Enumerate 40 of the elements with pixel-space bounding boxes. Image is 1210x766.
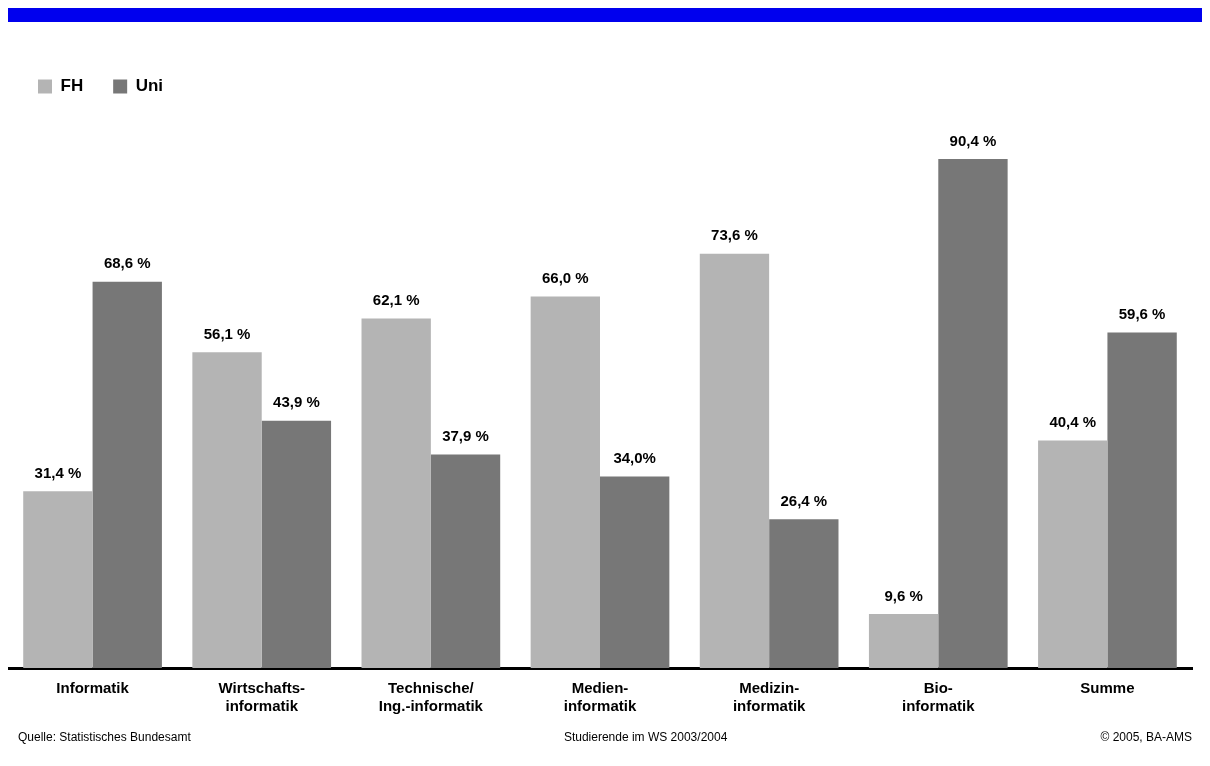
x-tick-label: Technische/ Ing.-informatik	[378, 679, 484, 715]
x-tick-label: Medien- informatik	[563, 679, 637, 715]
bar	[699, 253, 770, 668]
bar	[1038, 440, 1108, 668]
x-tick-label: Summe	[1080, 679, 1135, 697]
legend-label: Uni	[135, 76, 164, 96]
data-label: 37,9 %	[442, 427, 489, 445]
legend-label: FH	[60, 76, 84, 96]
data-label: 31,4 %	[34, 463, 82, 481]
data-label: 59,6 %	[1118, 305, 1166, 323]
text: Studierende im WS 2003/2004	[563, 730, 728, 744]
bar	[192, 352, 262, 668]
bar	[23, 491, 93, 668]
data-label: 68,6 %	[103, 254, 151, 272]
data-label: 90,4 %	[949, 131, 997, 149]
bar	[868, 613, 939, 668]
bar	[769, 519, 839, 668]
data-label: 43,9 %	[273, 393, 320, 411]
bar	[938, 159, 1008, 668]
bar	[1107, 332, 1177, 668]
source-note: Quelle: Statistisches Bundesamt	[18, 730, 191, 744]
bar	[530, 296, 600, 668]
data-label: 62,1 %	[372, 291, 420, 309]
bar	[261, 420, 332, 668]
text: © 2005, BA-AMS	[1100, 730, 1192, 744]
x-tick-label: Wirtschafts- informatik	[218, 679, 305, 715]
data-label: 66,0 %	[541, 269, 589, 287]
data-label: 40,4 %	[1049, 413, 1097, 431]
data-label: 56,1 %	[203, 324, 251, 342]
bar	[600, 476, 670, 668]
data-label: 9,6 %	[884, 586, 923, 604]
bar	[361, 318, 431, 668]
x-tick-label: Medizin- informatik	[732, 679, 807, 715]
data-label: 73,6 %	[711, 226, 758, 244]
data-label: 34,0%	[613, 449, 656, 467]
x-tick-label: Bio- informatik	[902, 679, 976, 715]
x-tick-label: Informatik	[56, 679, 130, 697]
data-label: 26,4 %	[780, 492, 828, 510]
bar	[92, 281, 162, 668]
bar	[430, 454, 501, 668]
